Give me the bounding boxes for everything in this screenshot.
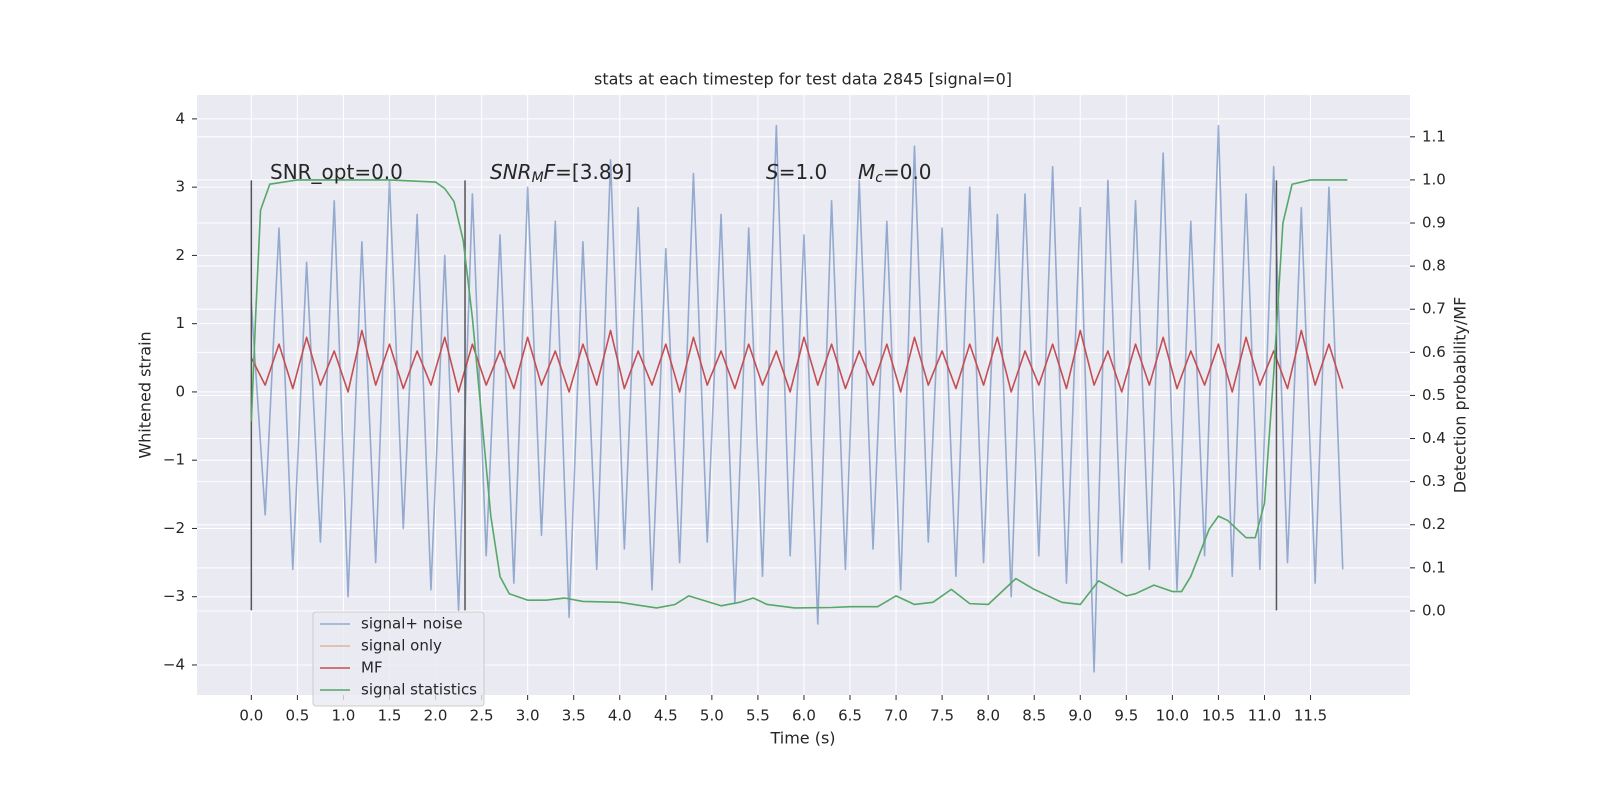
y-axis-label: Whitened strain: [136, 331, 155, 458]
legend-label: signal statistics: [361, 681, 477, 699]
annotation-part: =[3.89]: [555, 160, 632, 184]
x-tick-label: 7.5: [930, 707, 954, 725]
annotation-part: M: [858, 160, 875, 184]
x-tick-label: 4.0: [608, 707, 632, 725]
y2-tick-label: 0.2: [1422, 515, 1446, 533]
x-tick-label: 9.0: [1068, 707, 1092, 725]
x-tick-label: 2.0: [424, 707, 448, 725]
x-tick-label: 7.0: [884, 707, 908, 725]
annotation: SNRMF=[3.89]: [490, 160, 632, 187]
annotation: Mc=0.0: [858, 160, 932, 187]
x-tick-label: 3.5: [562, 707, 586, 725]
x-tick-label: 9.5: [1114, 707, 1138, 725]
annotation-part: SNR: [490, 160, 532, 184]
x-tick-label: 0.5: [285, 707, 309, 725]
y2-tick-label: 0.8: [1422, 257, 1446, 275]
x-tick-label: 10.0: [1156, 707, 1189, 725]
x-tick-label: 0.0: [239, 707, 263, 725]
x-tick-label: 6.5: [838, 707, 862, 725]
annotation-part: =0.0: [883, 160, 932, 184]
legend-label: MF: [361, 659, 383, 677]
annotation-part: c: [875, 170, 883, 186]
x-tick-label: 8.5: [1022, 707, 1046, 725]
y2-tick-label: 0.4: [1422, 429, 1446, 447]
marks: [250, 124, 1348, 673]
annotation-part: M: [532, 170, 544, 186]
y-tick-label: 0: [175, 382, 185, 400]
chart-title: stats at each timestep for test data 284…: [594, 70, 1012, 89]
x-tick-label: 6.0: [792, 707, 816, 725]
series-line: [250, 329, 1344, 393]
y-tick-label: −3: [163, 587, 185, 605]
x-tick-label: 11.0: [1248, 707, 1281, 725]
y2-axis-label: Detection probability/MF: [1451, 297, 1470, 494]
annotation-part: S: [766, 160, 779, 184]
y-tick-label: −2: [163, 519, 185, 537]
y2-tick-label: 0.1: [1422, 558, 1446, 576]
y-tick-label: −1: [163, 451, 185, 469]
labels: 0.0 0.5 1.0 1.5 2.0 2.5 3.0 3.5 4.0 4.5 5.0 5.5 6.0 6…: [163, 109, 1446, 724]
annotation-part: F: [544, 160, 556, 184]
y2-tick-label: 0.3: [1422, 472, 1446, 490]
x-tick-label: 8.0: [976, 707, 1000, 725]
x-tick-label: 5.5: [746, 707, 770, 725]
y2-tick-label: 0.0: [1422, 601, 1446, 619]
x-tick-label: 2.5: [470, 707, 494, 725]
x-tick-label: 5.0: [700, 707, 724, 725]
y-tick-label: 1: [175, 314, 185, 332]
y2-tick-label: 0.5: [1422, 386, 1446, 404]
legend-label: signal only: [361, 637, 442, 655]
annotation: S=1.0: [766, 160, 827, 184]
y2-tick-label: 0.9: [1422, 214, 1446, 232]
y2-tick-label: 1.0: [1422, 170, 1446, 188]
annotation-part: =1.0: [779, 160, 828, 184]
x-tick-label: 10.5: [1202, 707, 1235, 725]
x-axis-label: Time (s): [769, 729, 835, 748]
y-tick-label: −4: [163, 655, 185, 673]
y-tick-label: 2: [175, 246, 185, 264]
x-tick-label: 1.0: [332, 707, 356, 725]
y2-tick-label: 1.1: [1422, 127, 1446, 145]
y2-tick-label: 0.6: [1422, 343, 1446, 361]
y-tick-label: 4: [175, 109, 185, 127]
y2-tick-label: 0.7: [1422, 300, 1446, 318]
legend-box: [312, 611, 485, 707]
x-tick-label: 4.5: [654, 707, 678, 725]
annotation-part: SNR_opt=0.0: [270, 160, 403, 184]
annotation: SNR_opt=0.0: [270, 160, 403, 184]
series-line: [250, 179, 1348, 609]
x-tick-label: 1.5: [378, 707, 402, 725]
y-tick-label: 3: [175, 178, 185, 196]
legend-label: signal+ noise: [361, 615, 463, 633]
x-tick-label: 3.0: [516, 707, 540, 725]
series-line: [250, 124, 1344, 673]
x-tick-label: 11.5: [1294, 707, 1327, 725]
